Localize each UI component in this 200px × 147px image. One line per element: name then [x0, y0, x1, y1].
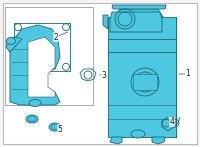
Polygon shape	[110, 137, 122, 144]
FancyBboxPatch shape	[108, 17, 176, 137]
Text: 4: 4	[170, 117, 174, 127]
Ellipse shape	[49, 123, 61, 131]
Polygon shape	[6, 37, 22, 52]
Polygon shape	[103, 15, 108, 29]
Text: 1: 1	[186, 70, 190, 78]
Text: 3: 3	[102, 71, 106, 80]
Polygon shape	[112, 5, 166, 9]
Text: 5: 5	[58, 125, 62, 133]
Ellipse shape	[131, 130, 145, 138]
FancyBboxPatch shape	[3, 3, 197, 144]
Ellipse shape	[52, 125, 58, 130]
Ellipse shape	[29, 100, 41, 106]
Polygon shape	[152, 137, 165, 144]
FancyBboxPatch shape	[133, 74, 157, 90]
Ellipse shape	[6, 37, 16, 45]
Polygon shape	[10, 25, 60, 105]
Polygon shape	[115, 9, 163, 17]
Ellipse shape	[29, 117, 36, 122]
Text: 2: 2	[54, 32, 58, 41]
Polygon shape	[110, 12, 162, 32]
Ellipse shape	[26, 115, 38, 123]
FancyBboxPatch shape	[5, 7, 93, 105]
Polygon shape	[28, 37, 55, 97]
